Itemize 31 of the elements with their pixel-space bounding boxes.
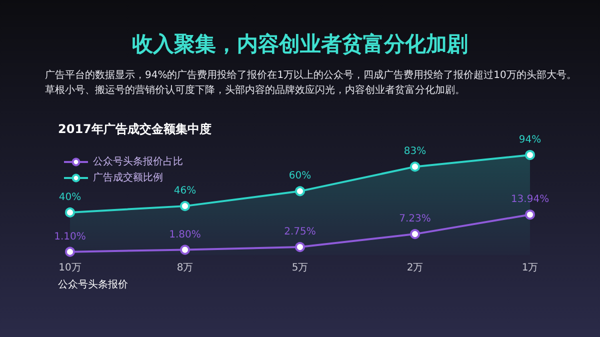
data-label: 1.10% [54,231,86,242]
data-label: 40% [58,192,82,203]
point [410,229,420,240]
data-label: 60% [288,170,312,182]
x-tick-label: 2万 [406,262,424,274]
data-label: 7.23% [399,214,431,225]
data-label: 2.75% [284,226,316,238]
point [65,246,75,257]
point [525,210,535,220]
text: 2017年广告成交金额集中度 [58,122,212,136]
x-axis-title: 公众号头条报价 [58,278,128,290]
x-tick-label: 10万 [58,262,82,274]
data-label: 1.80% [169,229,201,240]
point [180,244,190,255]
point [180,201,190,212]
legend-label: 广告成交额比例 [93,172,163,184]
point [295,242,305,252]
x-tick-label: 1万 [522,262,538,274]
data-label: 83% [404,146,426,158]
point [410,162,420,172]
point [525,150,535,160]
data-label: 94% [518,134,542,146]
x-tick-label: 5万 [292,262,308,274]
chart-title: 收入聚集，内容创业者贫富分化加剧 [131,31,469,58]
data-label: 46% [174,186,196,197]
x-tick-label: 8万 [176,262,194,274]
point [295,186,305,196]
legend-label: 公众号头条报价占比 [93,156,183,168]
point [65,207,75,218]
data-label: 13.94% [510,194,550,206]
chart-subtitle: 广告平台的数据显示，94%的广告费用投给了报价在1万以上的公众号，四成广告费用投给了报价超过10万的头部大号。草根小号、搬运号的营销价认可度下降，头部内容的品牌效应闪光，内容创业者贫富分化加剧。 [45,68,578,98]
